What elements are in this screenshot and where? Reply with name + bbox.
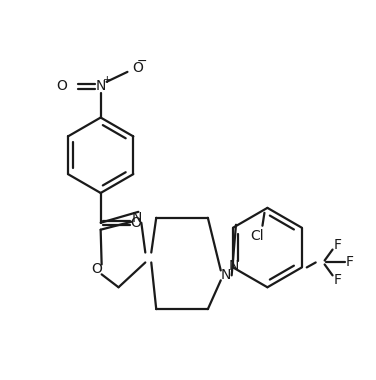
Text: N: N [221, 268, 231, 282]
Text: O: O [91, 263, 102, 276]
Text: +: + [103, 75, 112, 85]
Text: N: N [131, 211, 142, 225]
Text: O: O [132, 61, 143, 75]
Text: N: N [96, 79, 106, 93]
Text: −: − [137, 54, 148, 68]
Text: F: F [334, 238, 341, 252]
Text: O: O [56, 79, 67, 93]
Text: N: N [229, 260, 239, 274]
Text: F: F [346, 255, 353, 269]
Text: Cl: Cl [251, 229, 264, 243]
Text: F: F [334, 273, 341, 287]
Text: O: O [130, 216, 141, 230]
